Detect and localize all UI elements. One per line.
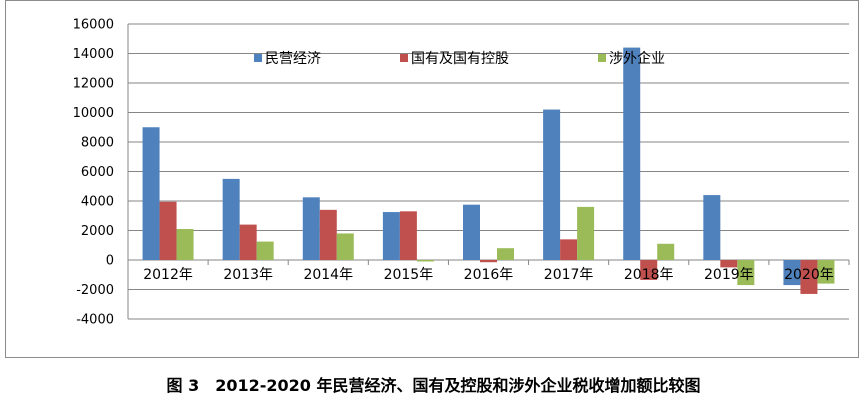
bar: [737, 260, 755, 286]
y-tick-label: -2000: [76, 283, 114, 298]
legend-swatch: [598, 54, 606, 62]
bar: [302, 197, 320, 260]
bar: [720, 260, 738, 268]
bar: [817, 260, 835, 284]
bar-chart: 16000 14000 12000 10000 8000 6000 4000 2000 0 -20…: [73, 18, 850, 328]
bar: [497, 248, 514, 260]
bar: [336, 233, 354, 260]
x-category-label: 2018年: [624, 267, 674, 283]
y-tick-labels: 16000 14000 12000 10000 8000 6000 4000 2000 0 -20…: [73, 18, 114, 328]
legend: 民营经济 国有及国有控股 涉外企业: [254, 50, 665, 67]
bar: [560, 239, 578, 260]
x-category-label: 2019年: [704, 267, 754, 283]
y-tick-label: 2000: [81, 224, 114, 239]
y-tick-label: 6000: [81, 165, 114, 180]
y-tick-label: 8000: [81, 136, 114, 151]
chart-frame: 16000 14000 12000 10000 8000 6000 4000 2000 0 -20…: [5, 0, 859, 358]
bar: [319, 209, 337, 260]
bar: [222, 178, 240, 260]
figure-caption: 图 3 2012-2020 年民营经济、国有及控股和涉外企业税收增加额比较图: [166, 376, 701, 395]
legend-label: 涉外企业: [609, 50, 665, 67]
bar: [640, 260, 658, 280]
bar: [176, 229, 194, 260]
bar: [623, 47, 641, 260]
bar: [382, 212, 400, 260]
y-tick-label: 10000: [73, 106, 114, 121]
bar: [239, 224, 257, 260]
bar: [783, 260, 801, 286]
legend-swatch: [400, 54, 408, 62]
y-tick-label: 0: [106, 254, 114, 269]
bar: [703, 195, 721, 260]
bar: [577, 206, 595, 260]
x-category-labels: 2012年 2013年 2014年 2015年 2016年 2017年 2018年 2019年…: [143, 267, 834, 283]
x-category-label: 2015年: [384, 267, 434, 283]
y-tick-label: -4000: [76, 313, 114, 328]
legend-swatch: [254, 54, 262, 62]
bar: [399, 211, 417, 260]
bar: [256, 241, 274, 260]
bar: [142, 127, 160, 260]
bar: [480, 260, 497, 263]
bar: [657, 243, 675, 260]
x-category-label: 2016年: [464, 267, 514, 283]
x-category-label: 2012年: [143, 267, 193, 283]
bar: [800, 260, 818, 294]
bar: [463, 204, 480, 260]
bar: [543, 109, 561, 260]
bar: [159, 201, 177, 260]
y-tick-label: 14000: [73, 47, 114, 62]
x-category-label: 2020年: [784, 267, 834, 283]
y-tick-label: 4000: [81, 195, 114, 210]
y-tick-label: 12000: [73, 77, 114, 92]
x-category-label: 2017年: [544, 267, 594, 283]
legend-label: 国有及国有控股: [411, 51, 509, 67]
legend-label: 民营经济: [265, 51, 321, 67]
bars: [142, 47, 835, 294]
x-category-label: 2013年: [223, 267, 273, 283]
bar: [416, 260, 434, 262]
y-tick-label: 16000: [73, 18, 114, 33]
x-category-label: 2014年: [303, 267, 353, 283]
